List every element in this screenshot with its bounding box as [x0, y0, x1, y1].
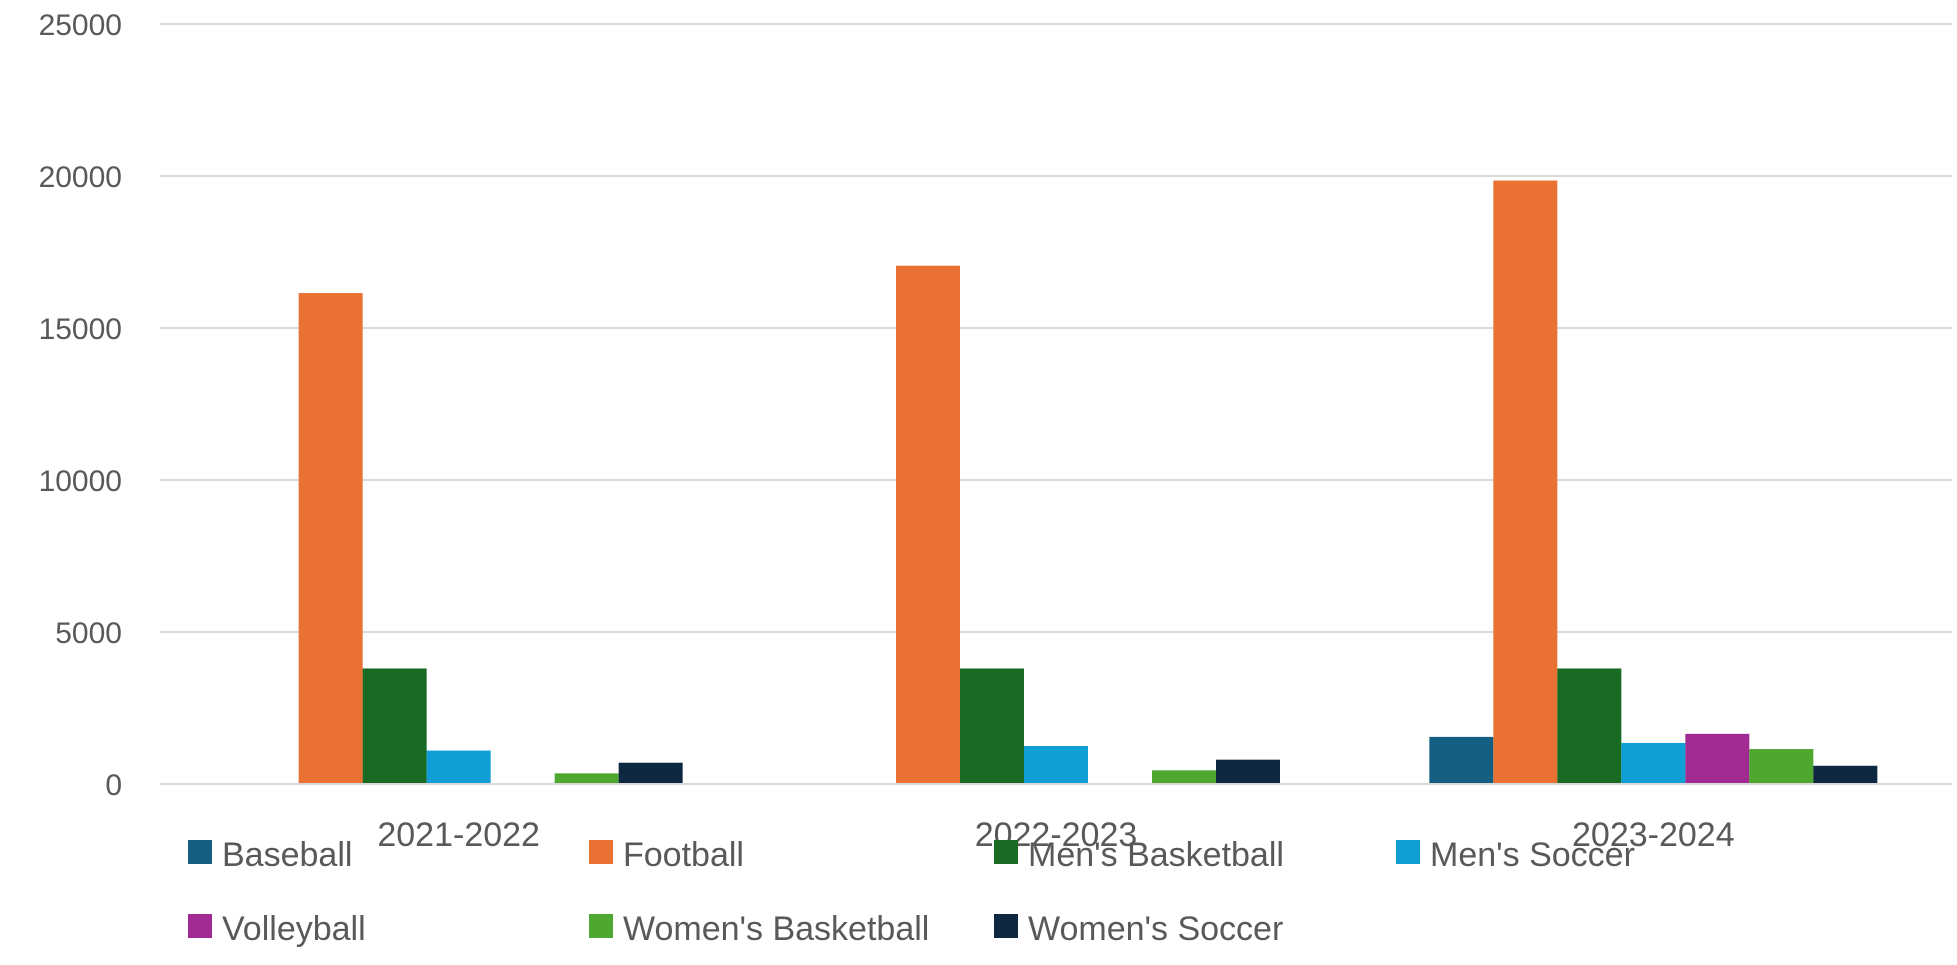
bar-women-s-soccer-2022-2023	[1216, 759, 1280, 784]
legend-swatch	[994, 914, 1018, 938]
legend-item-football: Football	[589, 836, 744, 874]
legend-swatch	[188, 914, 212, 938]
bar-football-2021-2022	[298, 293, 363, 784]
legend-item-women-s-basketball: Women's Basketball	[589, 910, 929, 948]
bar-women-s-soccer-2021-2022	[618, 762, 683, 784]
bar-women-s-basketball-2021-2022	[554, 773, 619, 784]
legend-label: Baseball	[222, 836, 352, 874]
bar-men-s-soccer-2023-2024	[1621, 742, 1686, 784]
y-tick-label: 10000	[39, 465, 122, 498]
legend-swatch	[1396, 840, 1420, 864]
bar-men-s-soccer-2022-2023	[1024, 746, 1088, 784]
legend-label: Men's Soccer	[1430, 836, 1635, 874]
bar-football-2022-2023	[896, 265, 960, 784]
bar-men-s-soccer-2021-2022	[426, 750, 491, 784]
bar-baseball-2023-2024	[1429, 736, 1494, 784]
y-tick-label: 15000	[39, 313, 122, 346]
legend-swatch	[188, 840, 212, 864]
y-tick-label: 25000	[39, 9, 122, 42]
y-tick-label: 20000	[39, 161, 122, 194]
x-category-label: 2023-2024	[1572, 816, 1735, 854]
bar-women-s-basketball-2023-2024	[1749, 749, 1814, 784]
bars	[298, 180, 1878, 784]
legend-item-men-s-soccer: Men's Soccer	[1396, 836, 1635, 874]
bar-men-s-basketball-2022-2023	[960, 668, 1024, 784]
legend-swatch	[994, 840, 1018, 864]
legend: Baseball Football Men's Basketball Men's So…	[188, 836, 1635, 948]
gridlines	[160, 23, 1952, 633]
legend-label: Volleyball	[222, 910, 366, 948]
y-tick-label: 0	[105, 769, 122, 802]
legend-item-volleyball: Volleyball	[188, 910, 366, 948]
y-tick-label: 5000	[55, 617, 122, 650]
bar-women-s-basketball-2022-2023	[1152, 770, 1216, 784]
legend-label: Men's Basketball	[1028, 836, 1284, 874]
legend-label: Women's Basketball	[623, 910, 929, 948]
bar-volleyball-2023-2024	[1685, 733, 1750, 784]
legend-item-women-s-soccer: Women's Soccer	[994, 910, 1283, 948]
bar-men-s-basketball-2021-2022	[362, 668, 427, 784]
legend-label: Women's Soccer	[1028, 910, 1283, 948]
legend-swatch	[589, 840, 613, 864]
bar-men-s-basketball-2023-2024	[1557, 668, 1622, 784]
legend-item-baseball: Baseball	[188, 836, 352, 874]
x-category-label: 2021-2022	[377, 816, 540, 854]
legend-item-men-s-basketball: Men's Basketball	[994, 836, 1284, 874]
bar-women-s-soccer-2023-2024	[1813, 765, 1878, 784]
y-axis-tick-labels: 0 5000 10000 15000 20000 25000	[39, 9, 122, 802]
bar-football-2023-2024	[1493, 180, 1558, 784]
legend-swatch	[589, 914, 613, 938]
legend-label: Football	[623, 836, 744, 874]
